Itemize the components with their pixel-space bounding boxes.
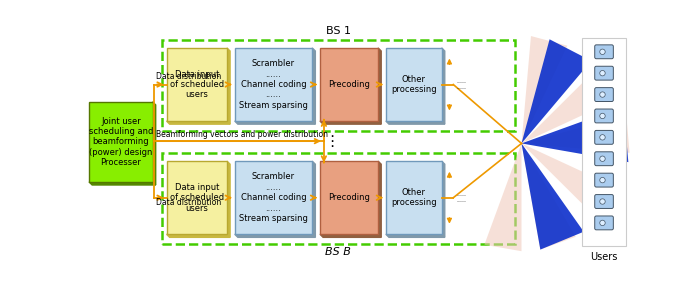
Polygon shape [153,102,155,185]
Polygon shape [522,116,629,153]
Text: Other
processing: Other processing [391,188,437,207]
Text: BS 1: BS 1 [326,26,351,36]
Bar [89,102,153,182]
FancyBboxPatch shape [595,195,613,208]
Bar [234,48,312,121]
Circle shape [600,199,606,204]
Bar [162,40,514,131]
Polygon shape [227,161,230,237]
Polygon shape [312,161,315,237]
FancyBboxPatch shape [595,130,613,144]
Polygon shape [522,143,575,250]
Polygon shape [522,36,568,143]
FancyBboxPatch shape [595,45,613,59]
Bar [386,161,442,234]
Text: Precoding: Precoding [328,80,370,89]
Polygon shape [522,143,620,220]
FancyBboxPatch shape [595,152,613,166]
Bar [320,161,378,234]
Text: Data distribution: Data distribution [155,72,221,82]
Polygon shape [386,121,444,124]
FancyBboxPatch shape [595,173,613,187]
Circle shape [600,92,606,97]
Text: Users: Users [590,252,617,262]
Polygon shape [378,161,382,237]
Bar [320,48,378,121]
Bar [167,48,227,121]
Polygon shape [522,106,629,162]
Circle shape [600,70,606,76]
Text: Joint user
scheduling and
beamforming
(power) design
Processer: Joint user scheduling and beamforming (p… [89,116,153,167]
Text: Beamforming vectors and power distribution: Beamforming vectors and power distributi… [155,130,328,139]
Polygon shape [442,161,444,237]
Bar [582,38,626,246]
Polygon shape [234,121,315,124]
Polygon shape [442,48,444,124]
FancyBboxPatch shape [595,66,613,80]
Polygon shape [484,143,522,251]
Polygon shape [522,143,584,250]
Bar [162,153,514,244]
FancyBboxPatch shape [595,109,613,123]
Circle shape [600,220,606,225]
Polygon shape [89,182,155,185]
Text: Other
processing: Other processing [391,75,437,94]
Circle shape [600,178,606,183]
FancyBboxPatch shape [595,88,613,101]
Polygon shape [312,48,315,124]
Polygon shape [167,121,230,124]
Circle shape [600,113,606,119]
Polygon shape [320,121,382,124]
Polygon shape [522,67,620,143]
Text: .....
.....: ..... ..... [456,192,466,203]
Polygon shape [378,48,382,124]
Polygon shape [386,234,444,237]
Text: Data input
of scheduled
users: Data input of scheduled users [169,183,224,213]
Polygon shape [522,39,592,143]
FancyBboxPatch shape [595,216,613,230]
Text: Data distribution: Data distribution [155,199,221,208]
Bar [234,161,312,234]
Text: BS B: BS B [326,247,351,257]
Text: .....
.....: ..... ..... [456,79,466,90]
Bar [386,48,442,121]
Text: Precoding: Precoding [328,193,370,202]
Text: Scrambler
......
Channel coding
......
Stream sparsing: Scrambler ...... Channel coding ...... S… [239,59,308,110]
Polygon shape [227,48,230,124]
Circle shape [600,49,606,55]
Circle shape [600,135,606,140]
Polygon shape [234,234,315,237]
Circle shape [600,156,606,161]
Text: Scrambler
......
Channel coding
......
Stream sparsing: Scrambler ...... Channel coding ...... S… [239,172,308,223]
Text: ⋮: ⋮ [324,133,340,149]
Polygon shape [320,234,382,237]
Text: Data input
of scheduled
users: Data input of scheduled users [169,70,224,99]
Bar [167,161,227,234]
Polygon shape [167,234,230,237]
